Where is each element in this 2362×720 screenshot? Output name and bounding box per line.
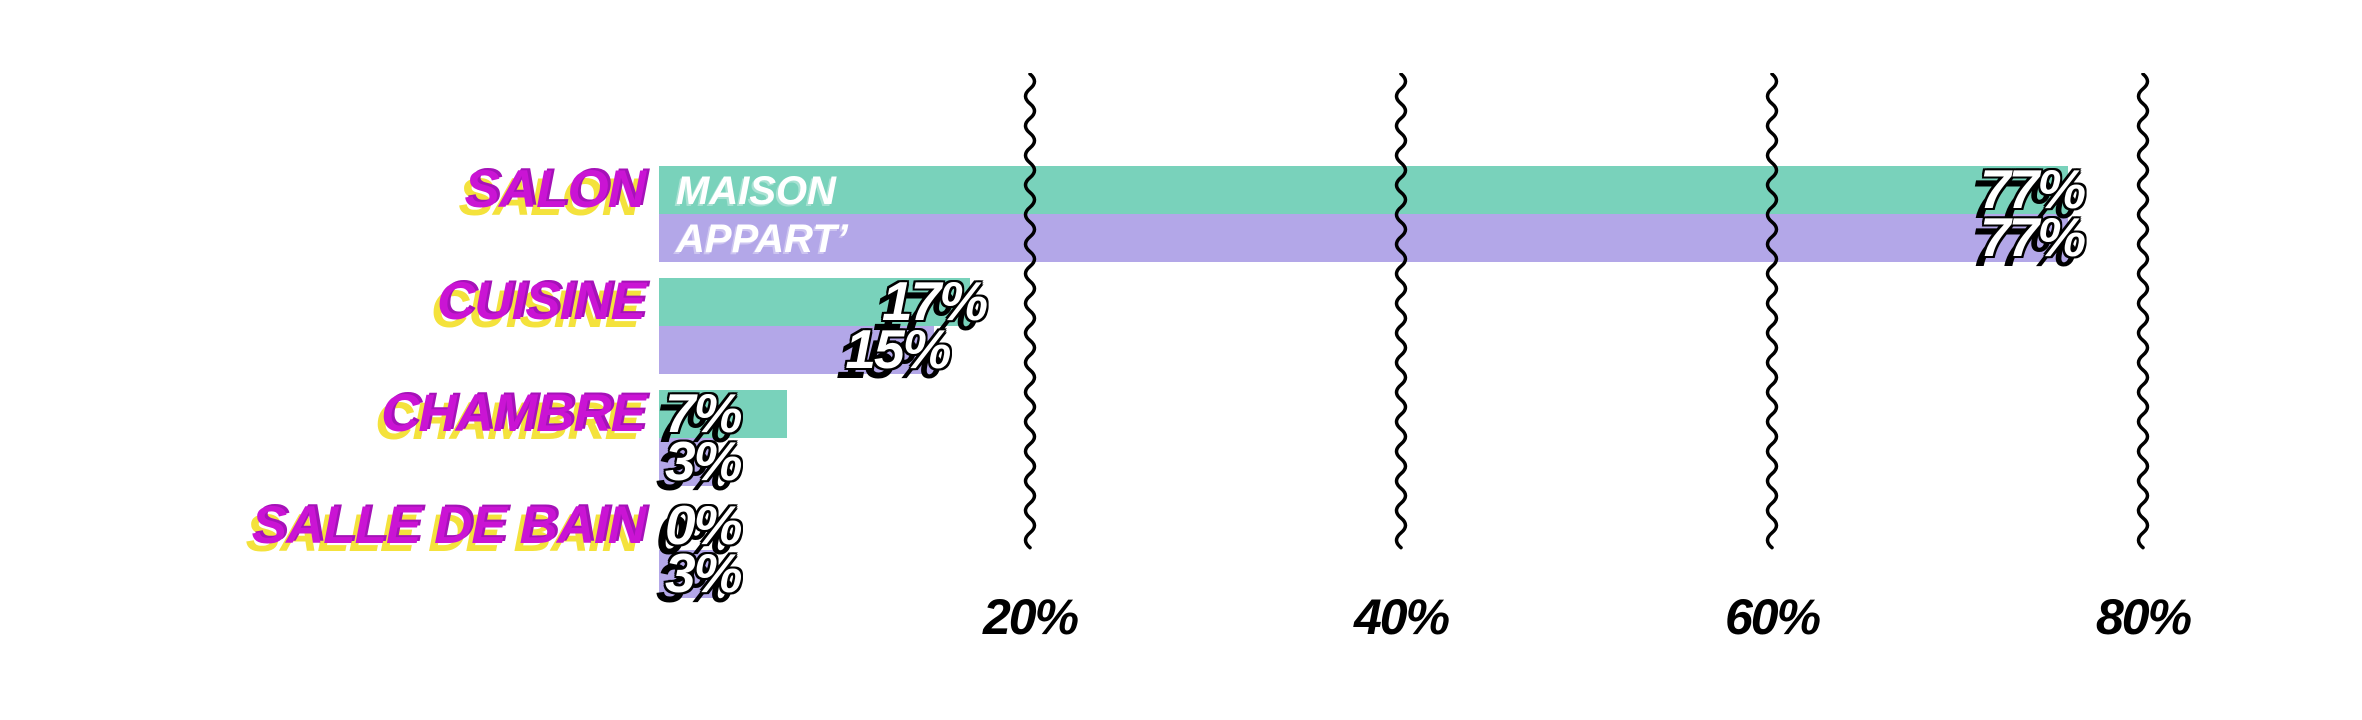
category-label-salon: SALON	[464, 160, 647, 219]
wavy-gridline-80	[2136, 73, 2150, 550]
value-label-appart-cuisine: 15%	[845, 318, 951, 380]
x-tick-20: 20%	[982, 589, 1079, 645]
legend-maison: MAISON	[676, 169, 836, 213]
value-label-maison-salon: 77%	[1980, 158, 2086, 220]
category-label-cuisine: CUISINE	[437, 272, 646, 331]
bar-maison-cuisine	[659, 278, 970, 326]
wavy-gridline-20	[1023, 73, 1037, 550]
x-tick-60: 60%	[1724, 589, 1821, 645]
bar-maison-chambre	[659, 390, 787, 438]
value-label-appart-salon: 77%	[1980, 206, 2086, 268]
category-label-chambre: CHAMBRE	[381, 384, 646, 443]
bar-appart-cuisine	[659, 326, 934, 374]
x-tick-80: 80%	[2095, 589, 2192, 645]
wavy-gridline-40	[1394, 73, 1408, 550]
bar-maison-salon	[659, 166, 2068, 214]
value-label-maison-cuisine: 17%	[882, 270, 988, 332]
bar-appart-salle-de-bain	[659, 550, 714, 598]
value-label-maison-chambre: 7%	[665, 382, 742, 444]
legend-appart: APPART’	[676, 217, 848, 261]
wavy-gridline-60	[1765, 73, 1779, 550]
value-label-maison-salle-de-bain: 0%	[665, 494, 742, 556]
value-label-appart-chambre: 3%	[665, 430, 742, 492]
value-label-appart-salle-de-bain: 3%	[665, 542, 742, 604]
category-label-salle-de-bain: SALLE DE BAIN	[251, 496, 646, 555]
bar-appart-salon	[659, 214, 2068, 262]
bar-appart-chambre	[659, 438, 714, 486]
x-tick-40: 40%	[1353, 589, 1450, 645]
